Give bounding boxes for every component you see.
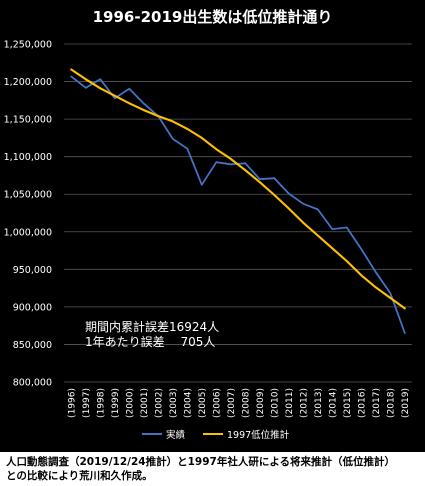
x-tick-label: (2006)	[212, 388, 222, 418]
x-tick-label: (2012)	[299, 388, 309, 418]
x-tick-label: (2008)	[241, 388, 251, 418]
x-tick-label: (2005)	[198, 388, 208, 418]
caption-line-1: 人口動態調査（2019/12/24推計）と1997年社人研による将来推計（低位推…	[6, 456, 396, 468]
y-tick-label: 1,150,000	[4, 115, 52, 126]
annotation-cumulative-error: 期間内累計誤差16924人	[85, 320, 220, 334]
series-line-1	[70, 75, 406, 334]
legend: 実績 1997低位推計	[142, 429, 290, 441]
series-line-2	[70, 68, 406, 310]
x-tick-label: (2011)	[285, 388, 295, 418]
x-tick-label: (1999)	[111, 388, 121, 418]
x-tick-label: (2013)	[314, 388, 324, 418]
y-tick-label: 1,250,000	[4, 40, 52, 51]
chart-title: 1996-2019出生数は低位推計通り	[92, 8, 333, 26]
line-chart: 800,000 850,000 900,000 950,000 1,000,000 1,0…	[4, 40, 412, 441]
caption-line-2: との比較により荒川和久作成。	[6, 470, 153, 482]
x-tick-label: (2000)	[125, 388, 135, 418]
y-tick-label: 800,000	[13, 378, 52, 389]
legend-label-1: 実績	[166, 429, 186, 441]
y-tick-label: 1,200,000	[4, 77, 52, 88]
x-tick-label: (1998)	[96, 388, 106, 418]
x-tick-label: (2007)	[227, 388, 237, 418]
x-tick-label: (2018)	[386, 388, 396, 418]
x-tick-label: (2019)	[401, 388, 411, 418]
x-tick-label: (2017)	[372, 388, 382, 418]
gridlines	[64, 43, 412, 383]
x-tick-label: (2001)	[140, 388, 150, 418]
y-tick-label: 950,000	[13, 265, 52, 276]
chart-panel: 800,000 850,000 900,000 950,000 1,000,000 1,0…	[0, 0, 425, 452]
y-tick-label: 900,000	[13, 302, 52, 313]
x-tick-label: (2009)	[256, 388, 266, 418]
y-tick-label: 850,000	[13, 340, 52, 351]
source-caption: 人口動態調査（2019/12/24推計）と1997年社人研による将来推計（低位推…	[6, 455, 421, 483]
x-tick-label: (2002)	[154, 388, 164, 418]
x-tick-label: (2003)	[169, 388, 179, 418]
annotation-annual-error: 1年あたり誤差 705人	[85, 335, 216, 349]
series-lines	[70, 68, 406, 334]
x-tick-label: (2010)	[270, 388, 280, 418]
x-tick-label: (2014)	[328, 388, 338, 418]
x-tick-label: (2004)	[183, 388, 193, 418]
x-tick-label: (2016)	[357, 388, 367, 418]
x-tick-label: (2015)	[343, 388, 353, 418]
y-tick-labels: 800,000 850,000 900,000 950,000 1,000,000 1,0…	[4, 40, 52, 389]
x-tick-label: (1997)	[82, 388, 92, 418]
x-tick-labels: (1996) (1997) (1998) (1999) (2000) (2001) (200…	[67, 388, 411, 418]
legend-label-2: 1997低位推計	[227, 429, 290, 441]
y-tick-label: 1,050,000	[4, 190, 52, 201]
y-tick-label: 1,000,000	[4, 227, 52, 238]
y-tick-label: 1,100,000	[4, 152, 52, 163]
x-tick-label: (1996)	[67, 388, 77, 418]
